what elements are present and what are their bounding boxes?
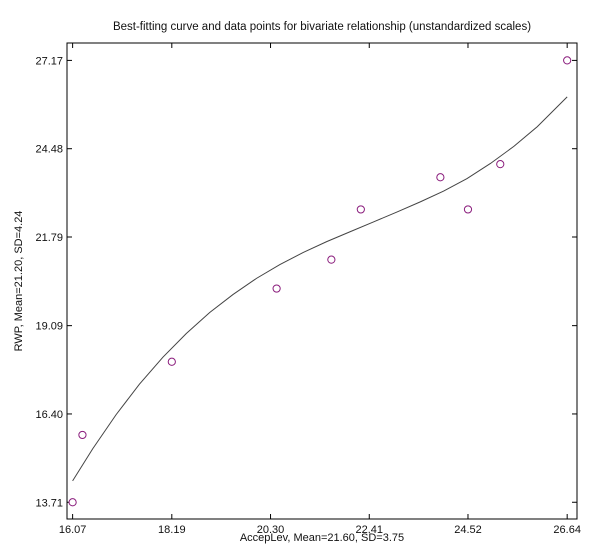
data-point-marker <box>496 160 505 169</box>
plot-area <box>66 42 578 520</box>
y-tick-label: 21.79 <box>35 232 63 244</box>
data-point-marker <box>356 205 365 214</box>
y-tick-label: 24.48 <box>35 144 63 156</box>
data-point-marker <box>463 205 473 214</box>
x-tick-label: 16.07 <box>59 524 87 536</box>
x-axis-ticks: 16.07 18.19 20.30 22.41 24.52 26.64 <box>59 43 581 536</box>
x-tick-label: 26.64 <box>553 524 581 536</box>
x-axis-label: AccepLev, Mean=21.60, SD=3.75 <box>240 532 404 544</box>
chart-title: Best-fitting curve and data points for b… <box>113 21 531 33</box>
fit-curve-line <box>72 96 568 482</box>
y-tick-label: 27.17 <box>35 55 63 67</box>
data-point-marker <box>78 430 87 440</box>
data-point-marker <box>272 284 281 293</box>
x-tick-label: 18.19 <box>158 524 186 536</box>
data-point-marker <box>563 56 572 65</box>
data-point-marker <box>167 357 176 366</box>
x-tick-label: 20.30 <box>257 524 285 536</box>
y-axis-label: RWP, Mean=21.20, SD=4.24 <box>13 211 25 352</box>
y-tick-label: 13.71 <box>35 497 63 509</box>
x-tick-label: 24.52 <box>454 524 482 536</box>
y-tick-label: 19.09 <box>35 321 63 333</box>
data-point-marker <box>68 498 77 507</box>
data-point-marker <box>436 173 445 182</box>
x-tick-label: 22.41 <box>355 524 383 536</box>
data-point-marker <box>327 255 336 264</box>
data-points <box>68 56 572 507</box>
y-axis-ticks: 13.71 16.40 19.09 21.79 24.48 27.17 <box>35 55 577 509</box>
y-tick-label: 16.40 <box>35 409 63 421</box>
